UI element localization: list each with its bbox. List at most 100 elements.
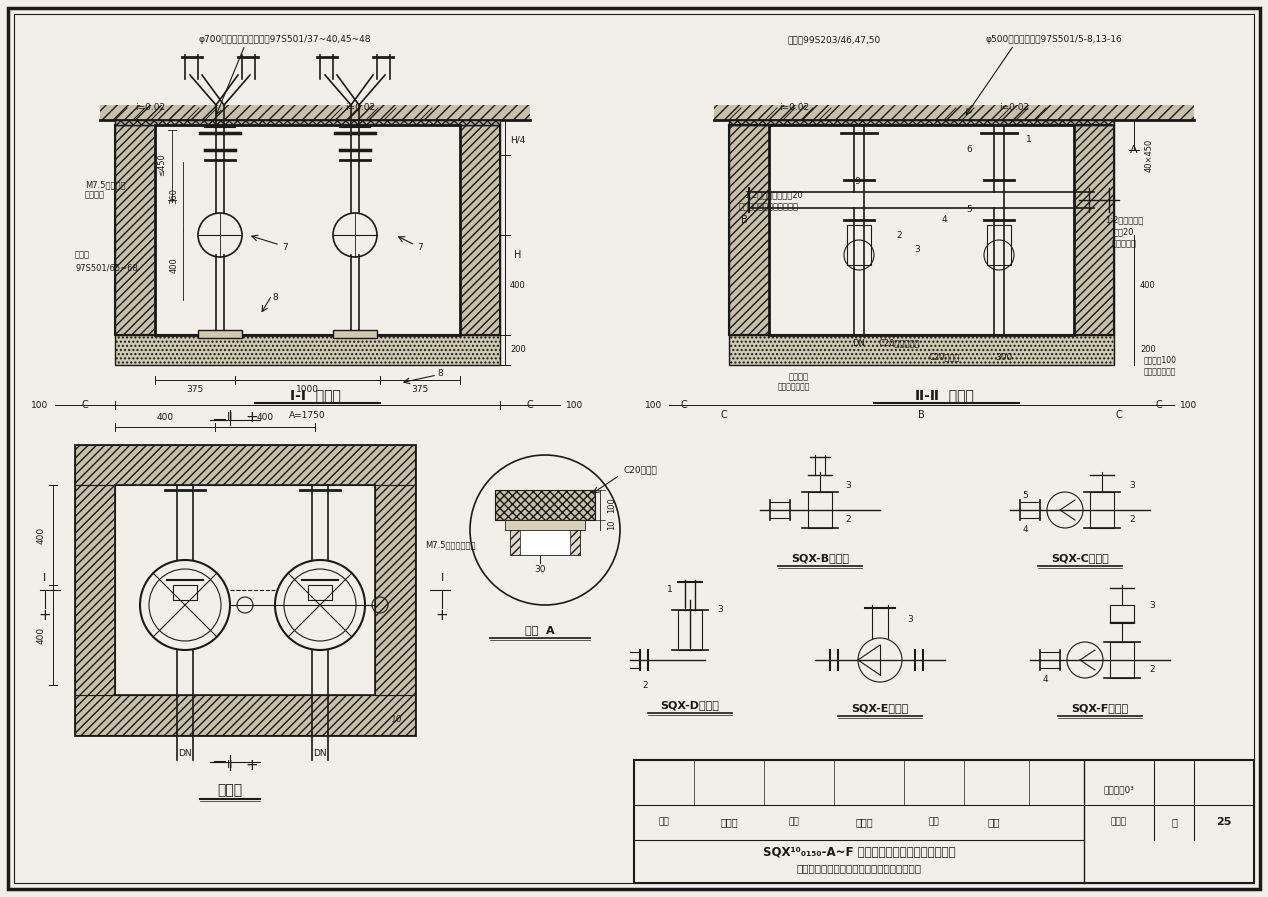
Text: 10: 10 [392, 716, 403, 725]
Text: I: I [440, 573, 444, 583]
Text: 8: 8 [437, 369, 443, 378]
Bar [375, 485, 415, 695]
Text: SQX-D型阀组: SQX-D型阀组 [661, 700, 719, 710]
Text: C: C [720, 410, 728, 420]
Text: 2: 2 [1149, 666, 1155, 675]
Text: 7: 7 [281, 242, 288, 251]
Text: 200: 200 [1140, 345, 1156, 354]
Text: 金路: 金路 [988, 817, 1000, 827]
Bar [460, 125, 500, 335]
Bar [520, 530, 571, 555]
Text: 200: 200 [510, 345, 526, 354]
Text: 陈建门: 陈建门 [855, 817, 872, 827]
Text: 5: 5 [1022, 491, 1028, 500]
Text: 页: 页 [1172, 817, 1177, 827]
Bar [100, 105, 530, 120]
Text: +: + [246, 757, 259, 772]
Text: 100: 100 [1181, 400, 1197, 410]
Text: 300: 300 [995, 353, 1013, 361]
Bar [1110, 605, 1134, 623]
Bar [768, 125, 1074, 335]
Bar [75, 485, 115, 695]
Bar [1110, 642, 1134, 678]
Text: 1:2防水砂浆抑面厘20: 1:2防水砂浆抑面厘20 [744, 190, 803, 199]
Bar [678, 610, 702, 650]
Text: C: C [526, 400, 534, 410]
Text: Ⅱ: Ⅱ [227, 412, 233, 422]
Text: 1: 1 [667, 586, 673, 595]
Text: i=0.02: i=0.02 [134, 102, 165, 111]
Text: 400: 400 [156, 413, 174, 422]
Bar [333, 330, 377, 338]
Text: C20混凝土: C20混凝土 [928, 353, 960, 361]
Bar [115, 125, 155, 335]
Text: 见单组布置: 见单组布置 [1112, 239, 1136, 248]
Text: B: B [741, 215, 747, 225]
Text: C20混凝土: C20混凝土 [623, 466, 657, 475]
Bar [172, 585, 197, 600]
Text: 100: 100 [607, 497, 616, 513]
Text: 375: 375 [411, 386, 429, 395]
Text: 1: 1 [1026, 135, 1032, 144]
Text: 踏步见: 踏步见 [75, 250, 90, 259]
Text: 3: 3 [718, 605, 723, 614]
Text: M7.5水泥砂浆: M7.5水泥砂浆 [85, 180, 126, 189]
Text: 2: 2 [642, 681, 648, 690]
Text: +: + [436, 607, 449, 623]
Text: 100: 100 [32, 400, 48, 410]
Text: 100: 100 [645, 400, 663, 410]
Text: 9: 9 [855, 178, 860, 187]
Text: φ700井盖，盖座规格要枖97S501/37~40,45~48: φ700井盖，盖座规格要枖97S501/37~40,45~48 [199, 36, 372, 45]
Text: 6: 6 [966, 145, 971, 154]
Bar [115, 485, 375, 695]
Text: 2: 2 [846, 516, 851, 525]
Text: I-I  剪面图: I-I 剪面图 [289, 388, 340, 402]
Text: C: C [1116, 410, 1122, 420]
Text: 1000: 1000 [295, 386, 318, 395]
Bar [198, 330, 242, 338]
Text: 4: 4 [1022, 526, 1028, 535]
Text: 素土夯实: 素土夯实 [789, 372, 809, 381]
Text: 3: 3 [1129, 481, 1135, 490]
Text: 市规划扢0³: 市规划扢0³ [1103, 786, 1135, 795]
Bar [115, 335, 500, 365]
Bar [308, 585, 332, 600]
Text: H/4: H/4 [510, 135, 526, 144]
Text: 97S501/65~68: 97S501/65~68 [75, 264, 138, 273]
Text: 4: 4 [941, 215, 947, 224]
Text: 3: 3 [846, 481, 851, 490]
Text: 30: 30 [534, 565, 545, 574]
Text: 10: 10 [607, 519, 616, 530]
Text: 3: 3 [1149, 600, 1155, 609]
Text: 2: 2 [896, 231, 902, 239]
Text: φ500井盖，盖座见97S501/5-8,13-16: φ500井盖，盖座见97S501/5-8,13-16 [985, 36, 1122, 45]
Bar [1074, 125, 1115, 335]
Text: M7.5水泥砂浆座浆: M7.5水泥砂浆座浆 [425, 541, 476, 550]
Text: （两组并列布置、砖砖井室、顶面不过汽车）: （两组并列布置、砖砖井室、顶面不过汽车） [796, 863, 922, 873]
Text: C: C [1155, 400, 1163, 410]
Text: SQX-E型阀组: SQX-E型阀组 [851, 703, 909, 713]
Text: SQX-B型阀组: SQX-B型阀组 [791, 553, 850, 563]
Text: Ⅱ-Ⅱ  剪面图: Ⅱ-Ⅱ 剪面图 [914, 388, 974, 402]
Text: 8: 8 [273, 292, 278, 301]
Bar [155, 125, 460, 335]
Text: 25: 25 [1216, 817, 1231, 827]
Text: C: C [81, 400, 89, 410]
Bar [808, 492, 832, 528]
Text: i=0.02: i=0.02 [345, 102, 375, 111]
Text: 黄文有: 黄文有 [720, 817, 738, 827]
Text: DN: DN [179, 748, 191, 757]
Text: 400: 400 [1140, 281, 1156, 290]
Bar [987, 225, 1011, 265]
Text: 节点  A: 节点 A [525, 625, 555, 635]
Bar [510, 530, 579, 555]
Text: 3: 3 [914, 246, 919, 255]
Bar [75, 445, 415, 735]
Text: 5: 5 [966, 205, 971, 214]
Text: 审核: 审核 [658, 817, 670, 826]
Text: 7: 7 [417, 242, 422, 251]
Bar [847, 225, 871, 265]
Text: 400: 400 [37, 527, 46, 544]
Text: 400: 400 [256, 413, 274, 422]
Bar [75, 695, 415, 735]
